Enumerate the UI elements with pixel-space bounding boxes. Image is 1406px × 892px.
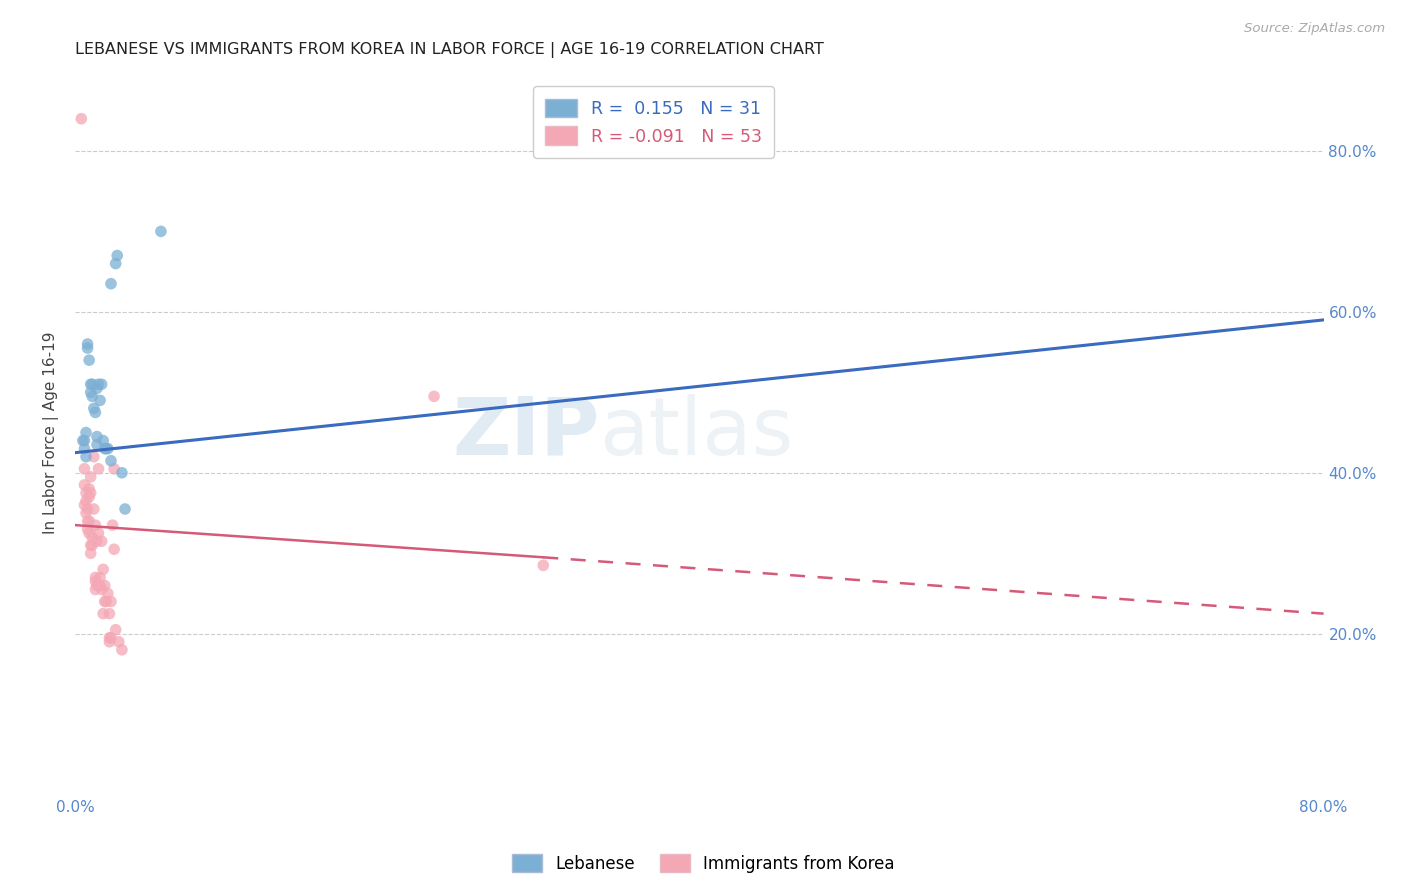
- Point: [93, 594, 115, 608]
- Point: [73, 462, 96, 476]
- Point: [91, 562, 114, 576]
- Point: [103, 542, 125, 557]
- Text: ZIP: ZIP: [453, 393, 599, 472]
- Point: [83, 450, 105, 464]
- Point: [100, 277, 122, 291]
- Point: [75, 425, 97, 440]
- Point: [87, 526, 110, 541]
- Y-axis label: In Labor Force | Age 16-19: In Labor Force | Age 16-19: [44, 331, 59, 533]
- Point: [82, 530, 104, 544]
- Point: [87, 462, 110, 476]
- Point: [73, 434, 96, 448]
- Point: [96, 442, 118, 456]
- Point: [90, 534, 112, 549]
- Point: [86, 534, 108, 549]
- Point: [86, 578, 108, 592]
- Point: [76, 522, 98, 536]
- Point: [87, 377, 110, 392]
- Point: [93, 442, 115, 456]
- Point: [76, 502, 98, 516]
- Point: [83, 502, 105, 516]
- Text: atlas: atlas: [599, 393, 794, 472]
- Legend: R =  0.155   N = 31, R = -0.091   N = 53: R = 0.155 N = 31, R = -0.091 N = 53: [533, 87, 773, 158]
- Point: [86, 429, 108, 443]
- Point: [75, 506, 97, 520]
- Point: [77, 514, 100, 528]
- Point: [80, 546, 103, 560]
- Point: [100, 631, 122, 645]
- Point: [77, 526, 100, 541]
- Point: [100, 594, 122, 608]
- Point: [91, 434, 114, 448]
- Point: [111, 466, 134, 480]
- Point: [76, 514, 98, 528]
- Point: [98, 635, 121, 649]
- Legend: Lebanese, Immigrants from Korea: Lebanese, Immigrants from Korea: [505, 847, 901, 880]
- Point: [82, 538, 104, 552]
- Point: [84, 570, 107, 584]
- Point: [531, 558, 554, 573]
- Point: [89, 578, 111, 592]
- Point: [91, 607, 114, 621]
- Point: [111, 643, 134, 657]
- Point: [80, 385, 103, 400]
- Point: [101, 518, 124, 533]
- Point: [73, 478, 96, 492]
- Point: [75, 486, 97, 500]
- Point: [86, 381, 108, 395]
- Point: [73, 498, 96, 512]
- Point: [75, 450, 97, 464]
- Point: [90, 582, 112, 597]
- Point: [73, 442, 96, 456]
- Point: [77, 482, 100, 496]
- Point: [80, 377, 103, 392]
- Point: [75, 494, 97, 508]
- Point: [82, 389, 104, 403]
- Point: [84, 574, 107, 589]
- Point: [70, 112, 93, 126]
- Point: [97, 586, 120, 600]
- Point: [77, 490, 100, 504]
- Text: LEBANESE VS IMMIGRANTS FROM KOREA IN LABOR FORCE | AGE 16-19 CORRELATION CHART: LEBANESE VS IMMIGRANTS FROM KOREA IN LAB…: [75, 42, 824, 58]
- Point: [80, 486, 103, 500]
- Point: [423, 389, 446, 403]
- Point: [104, 256, 127, 270]
- Point: [84, 518, 107, 533]
- Point: [104, 623, 127, 637]
- Point: [76, 341, 98, 355]
- Point: [105, 248, 128, 262]
- Point: [149, 224, 172, 238]
- Text: Source: ZipAtlas.com: Source: ZipAtlas.com: [1244, 22, 1385, 36]
- Point: [100, 454, 122, 468]
- Point: [89, 570, 111, 584]
- Point: [98, 631, 121, 645]
- Point: [90, 377, 112, 392]
- Point: [77, 353, 100, 368]
- Point: [107, 635, 129, 649]
- Point: [82, 377, 104, 392]
- Point: [97, 442, 120, 456]
- Point: [103, 462, 125, 476]
- Point: [84, 582, 107, 597]
- Point: [93, 578, 115, 592]
- Point: [83, 401, 105, 416]
- Point: [84, 405, 107, 419]
- Point: [80, 538, 103, 552]
- Point: [98, 607, 121, 621]
- Point: [76, 337, 98, 351]
- Point: [80, 470, 103, 484]
- Point: [114, 502, 136, 516]
- Point: [89, 393, 111, 408]
- Point: [86, 437, 108, 451]
- Point: [72, 434, 94, 448]
- Point: [96, 594, 118, 608]
